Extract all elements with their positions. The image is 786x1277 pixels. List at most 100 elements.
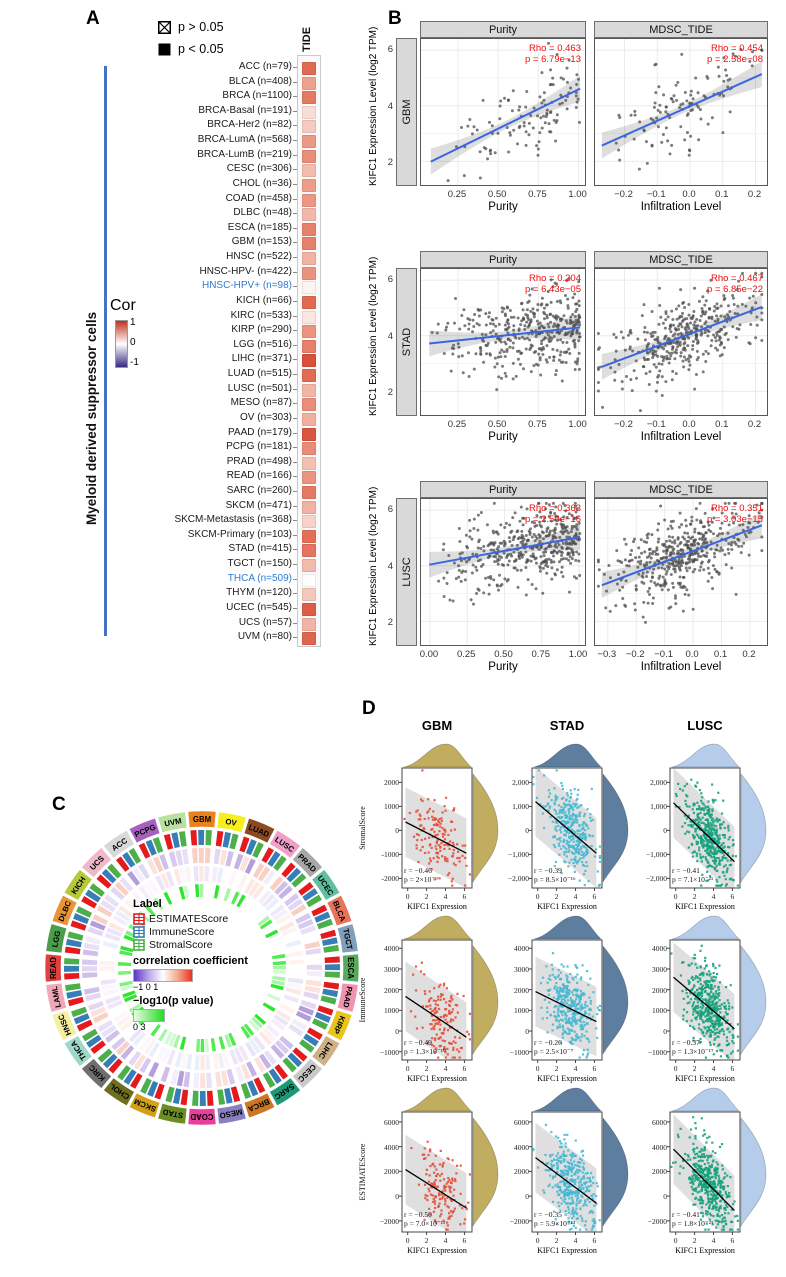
cancer-row-label: BRCA (n=1100) [222, 90, 292, 102]
sector-label-MESO: MESO [219, 1107, 243, 1120]
sector-band-STAD [157, 1102, 188, 1125]
facet-header-MDSC_TIDE: MDSC_TIDE [594, 481, 768, 498]
sector-band-PRAD [291, 847, 323, 879]
d-x-tick: 0 [535, 892, 540, 901]
sector-label-UVM: UVM [164, 816, 183, 828]
col-header-STAD: STAD [549, 718, 585, 733]
col-header-LUSC: LUSC [687, 718, 723, 733]
scatter-cell-STAD-StromalScore [529, 743, 629, 891]
b-x-tick: 0.2 [747, 419, 762, 430]
b-x-tick: 0.1 [715, 419, 729, 430]
d-x-axis-label: KIFC1 Expression [537, 902, 597, 911]
cancer-row-label: HNSC (n=522) [226, 251, 292, 263]
cancer-row-label: LGG (n=516) [233, 338, 292, 350]
heatmap-cell-CESC [302, 164, 316, 178]
axis-tick [293, 198, 297, 200]
d-x-tick: 6 [730, 1064, 735, 1073]
log10p-gradient [133, 1009, 165, 1022]
d-x-axis-label: KIFC1 Expression [407, 902, 467, 911]
d-y-tick: 4000 [384, 944, 399, 954]
circular-plot: GBM OVLUADLUSCPRADUCECBLCATGCTESCAPAADKIR… [44, 810, 360, 1126]
heatmap-cell-ACC [302, 62, 316, 75]
d-x-tick: 4 [711, 1236, 716, 1245]
b-x-axis-title: Infiltration Level [640, 201, 722, 213]
d-y-tick: 0 [395, 1027, 399, 1037]
d-stats: r = −0.49 p = 1.3×10⁻¹⁰ [404, 1038, 446, 1056]
d-x-tick: 0 [673, 1236, 678, 1245]
sector-label-PAAD: PAAD [341, 986, 354, 1009]
scatter-cell-GBM-StromalScore [399, 743, 499, 891]
filled-square-icon [158, 43, 171, 55]
sector-band-LUAD [243, 817, 276, 844]
d-y-tick: 6000 [652, 1117, 667, 1127]
b-y-tick: 4 [387, 100, 393, 112]
d-x-axis-label: KIFC1 Expression [537, 1074, 597, 1083]
group-bracket-line [104, 66, 107, 636]
cancer-row-label: CHOL (n=36) [232, 177, 292, 189]
b-x-tick: −0.2 [614, 189, 633, 200]
b-x-tick: 0.25 [456, 649, 476, 660]
corr-coeff-title: correlation coefficient [133, 955, 248, 967]
heatmap-cell-UCEC [302, 602, 316, 616]
sector-band-ACC [103, 829, 135, 859]
cancer-row-label: SKCM (n=471) [225, 499, 292, 511]
axis-tick [293, 447, 297, 449]
heatmap-cell-KIRP [302, 325, 316, 339]
heatmap-cell-THCA [302, 573, 316, 587]
sector-band-MESO [216, 1102, 247, 1125]
b-y-tick: 6 [387, 504, 393, 516]
cancer-row-label: UVM (n=80) [237, 631, 292, 643]
sector-band-HNSC [51, 1009, 78, 1042]
rho-value: Rho = 0.351 [711, 503, 763, 514]
d-x-tick: 4 [711, 892, 716, 901]
sector-band-SARC [269, 1077, 301, 1107]
cancer-row-label: BRCA-Her2 (n=82) [207, 119, 292, 131]
p-value: p = 7.1×10⁻²¹ [672, 875, 714, 884]
d-x-tick: 6 [730, 892, 735, 901]
b-x-axis-title: Infiltration Level [640, 431, 722, 443]
d-y-tick: 0 [663, 1027, 667, 1037]
sector-band-KIRP [326, 1009, 353, 1042]
heatmap-cell-SKCM [302, 500, 316, 514]
b-x-tick: −0.2 [625, 649, 645, 660]
cancer-row-label: ACC (n=79) [238, 61, 292, 72]
heatmap-cell-BRCA-LumA [302, 135, 316, 149]
d-y-tick: 3000 [514, 964, 529, 974]
d-y-tick: 0 [395, 1192, 399, 1202]
scatter-cell-LUSC-StromalScore [667, 743, 767, 891]
axis-tick [293, 169, 297, 171]
d-x-tick: 6 [462, 1064, 467, 1073]
sector-band-LUSC [269, 829, 301, 859]
p-value: p = 1.8×10⁻²¹ [672, 1219, 714, 1228]
sector-band-PAAD [336, 982, 359, 1013]
d-y-tick: 2000 [384, 1167, 399, 1177]
b-x-tick: 0.75 [531, 649, 551, 660]
d-y-tick: −2,000 [645, 874, 667, 884]
axis-tick [293, 593, 297, 595]
cor-tick-neg1: -1 [130, 357, 139, 368]
cancer-row-label: PAAD (n=179) [227, 426, 292, 438]
axis-tick [293, 286, 297, 288]
sector-band-KICH [63, 869, 93, 901]
axis-tick [293, 257, 297, 259]
d-x-tick: 4 [443, 1236, 448, 1245]
r-value: r = −0.37 [672, 1038, 700, 1047]
r-value: r = −0.41 [672, 1210, 700, 1219]
sector-label-COAD: COAD [190, 1112, 213, 1121]
d-y-tick: 0 [525, 1192, 529, 1202]
immune-score-icon [133, 925, 145, 938]
axis-tick [293, 315, 297, 317]
d-x-tick: 6 [592, 892, 597, 901]
scatter-cell-STAD-ESTIMATEScore [529, 1087, 629, 1235]
d-y-tick: 4000 [652, 944, 667, 954]
d-y-tick: 1,000 [512, 802, 529, 812]
corr-coeff-ticks: −1 0 1 [133, 982, 159, 992]
legend-label-title: Label [133, 898, 162, 910]
sector-label-TGCT: TGCT [341, 928, 354, 951]
scatter-cell-STAD-ImmuneScore [529, 915, 629, 1063]
panel-c-label: C [52, 794, 66, 815]
d-x-tick: 2 [554, 1064, 559, 1073]
r-value: r = −0.49 [404, 1038, 432, 1047]
axis-tick [293, 505, 297, 507]
b-x-tick: −0.3 [597, 649, 617, 660]
